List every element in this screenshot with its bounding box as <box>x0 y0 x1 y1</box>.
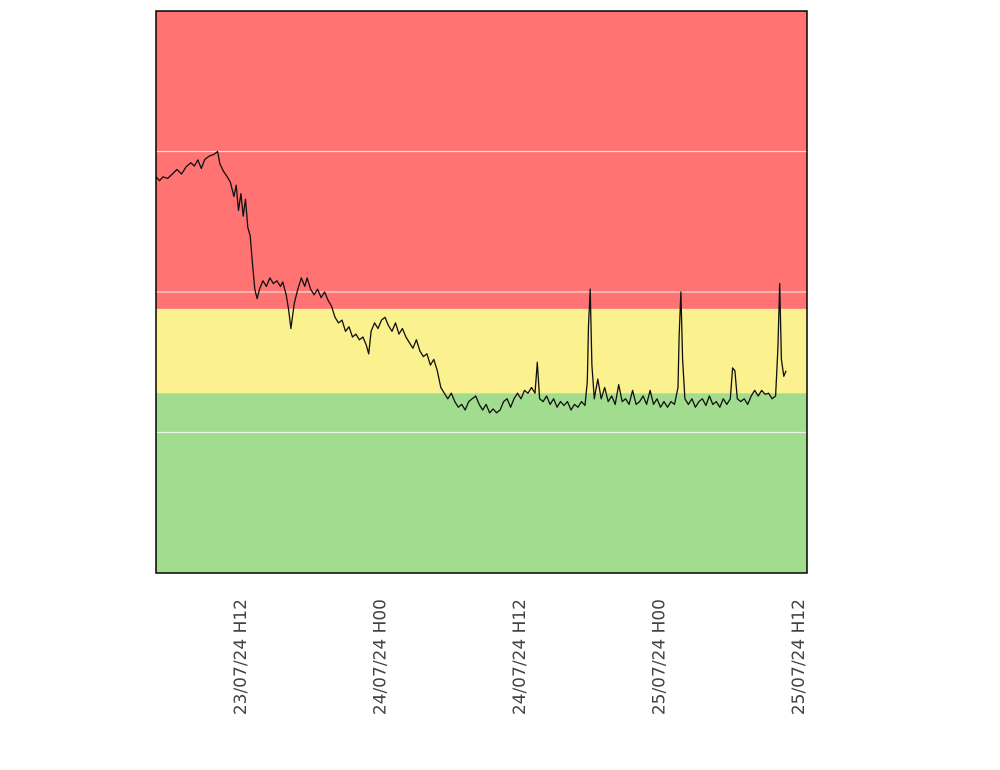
band-0 <box>156 393 807 573</box>
x-tick-label: 24/07/24 H00 <box>371 599 391 715</box>
horizontal-gridlines <box>156 150 807 434</box>
series-line-0 <box>155 150 787 414</box>
band-2 <box>156 11 807 309</box>
x-tick-label: 25/07/24 H00 <box>650 599 670 715</box>
x-tick-label: 25/07/24 H12 <box>789 599 809 715</box>
x-tick-label: 23/07/24 H12 <box>231 599 251 715</box>
series-lines <box>155 150 787 414</box>
x-axis-tick-labels: 23/07/24 H12 24/07/24 H00 24/07/24 H12 25/0… <box>231 599 809 715</box>
threshold-bands <box>156 11 807 573</box>
x-tick-label: 24/07/24 H12 <box>510 599 530 715</box>
band-1 <box>156 308 807 394</box>
plot-frame <box>155 10 808 574</box>
